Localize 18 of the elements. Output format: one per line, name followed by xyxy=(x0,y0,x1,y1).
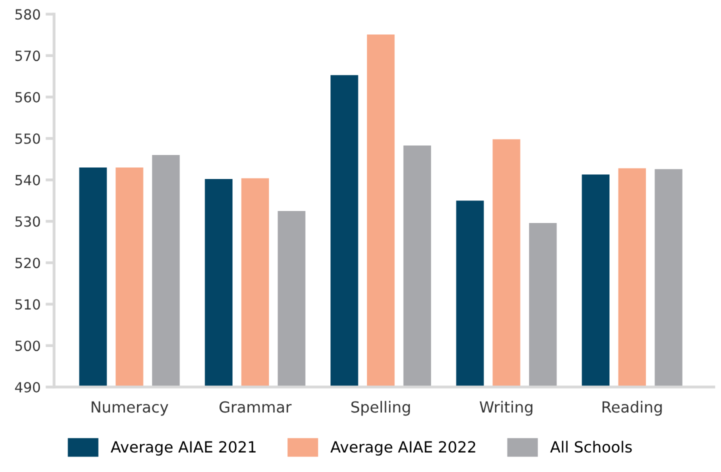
x-tick-label: Numeracy xyxy=(92,401,168,416)
y-tick-label: 520 xyxy=(15,258,40,268)
legend-label: Average AIAE 2022 xyxy=(330,441,476,456)
y-tick-label: 530 xyxy=(15,216,40,227)
y-tick-label: 580 xyxy=(15,9,40,20)
legend-label: All Schools xyxy=(550,440,632,453)
y-tick-label: 550 xyxy=(15,133,40,144)
x-tick-label: Reading xyxy=(602,400,662,416)
x-tick-label: Writing xyxy=(480,400,532,416)
x-tick-label: Grammar xyxy=(220,401,292,413)
legend-label: Average AIAE 2021 xyxy=(110,441,256,456)
y-tick-label: 570 xyxy=(15,50,40,62)
y-tick-label: 490 xyxy=(15,382,40,393)
y-tick-label: 500 xyxy=(15,340,40,352)
y-tick-label: 510 xyxy=(15,299,40,310)
y-tick-label: 560 xyxy=(15,92,40,102)
y-tick-label: 540 xyxy=(15,174,40,186)
x-tick-label: Spelling xyxy=(351,400,410,416)
